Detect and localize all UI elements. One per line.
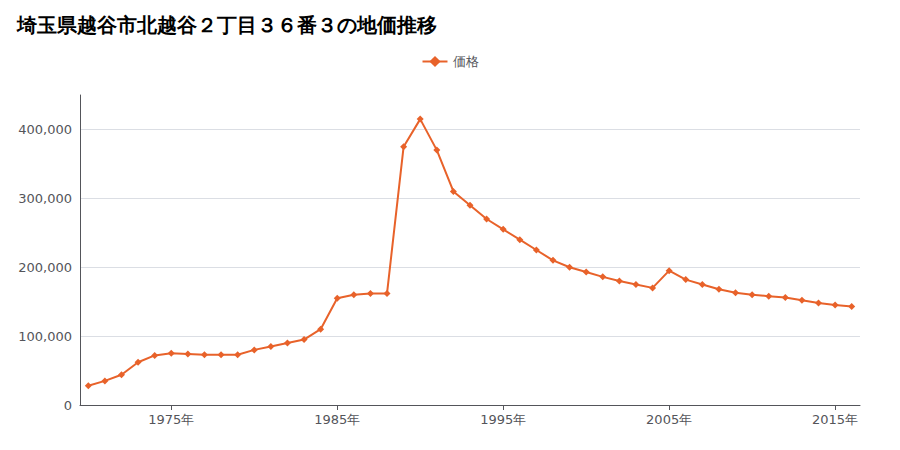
svg-text:埼玉県越谷市北越谷２丁目３６番３の地価推移: 埼玉県越谷市北越谷２丁目３６番３の地価推移 xyxy=(16,13,437,37)
svg-text:0: 0 xyxy=(64,398,72,413)
svg-text:2005年: 2005年 xyxy=(646,412,692,427)
svg-text:300,000: 300,000 xyxy=(18,191,72,206)
svg-text:1975年: 1975年 xyxy=(148,412,194,427)
svg-text:200,000: 200,000 xyxy=(18,260,72,275)
svg-text:1995年: 1995年 xyxy=(480,412,526,427)
svg-text:価格: 価格 xyxy=(453,54,479,69)
svg-text:2015年: 2015年 xyxy=(812,412,858,427)
svg-text:100,000: 100,000 xyxy=(18,329,72,344)
svg-text:400,000: 400,000 xyxy=(18,122,72,137)
svg-text:1985年: 1985年 xyxy=(314,412,360,427)
